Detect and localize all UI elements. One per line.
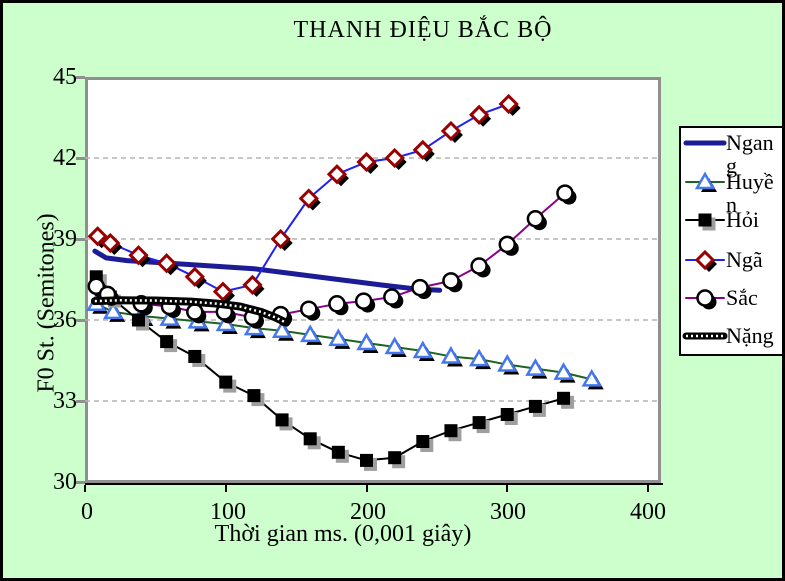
legend-swatch-sac <box>685 289 725 310</box>
legend-label-huyen: Huyề n <box>726 169 774 217</box>
y-axis-title: F0 St. (Semitones) <box>33 213 60 393</box>
legend-item-hoi: Hỏi <box>685 208 759 231</box>
y-tick-label: 42 <box>53 145 77 171</box>
legend: Ngan g Huyề n Hỏi Ngã Sắc Nặng <box>679 126 782 356</box>
series-Ngã <box>87 93 521 304</box>
legend-item-nga: Ngã <box>685 247 763 272</box>
y-tick-label: 45 <box>53 64 77 90</box>
y-tick <box>76 318 85 322</box>
y-tick <box>76 75 85 79</box>
legend-swatch-huyen <box>685 171 725 192</box>
series-Sắc <box>87 184 577 329</box>
x-axis-title: Thời gian ms. (0,001 giây) <box>214 521 472 547</box>
legend-swatch-nga <box>685 249 725 272</box>
x-tick-label: 0 <box>81 499 93 525</box>
x-tick <box>365 485 368 492</box>
legend-item-huyen: Huyề n <box>685 170 774 216</box>
series-Hỏi <box>89 270 575 471</box>
legend-label-nang: Nặng <box>726 323 774 348</box>
legend-swatch-hoi <box>685 213 725 231</box>
legend-label-sac: Sắc <box>726 285 758 310</box>
legend-item-nang: Nặng <box>682 323 774 348</box>
series-Nặng <box>90 296 291 327</box>
legend-label-ngang: Ngan g <box>726 130 774 178</box>
x-axis-line <box>85 483 663 485</box>
x-tick-label: 200 <box>350 499 386 525</box>
y-tick-label: 30 <box>53 469 77 495</box>
y-tick <box>76 156 85 160</box>
x-tick <box>506 485 509 492</box>
y-tick-label: 36 <box>53 307 77 333</box>
x-tick <box>84 485 86 492</box>
x-tick-label: 100 <box>210 499 246 525</box>
chart-title: THANH ĐIỆU BẮC BỘ <box>293 17 553 43</box>
legend-item-ngang: Ngan g <box>683 130 774 178</box>
plot-svg <box>85 93 661 471</box>
plot-area <box>85 77 661 483</box>
x-tick <box>647 485 649 492</box>
y-tick-label: 39 <box>53 226 77 252</box>
x-tick <box>224 485 227 492</box>
legend-swatch-nang <box>682 332 728 340</box>
x-tick-label: 400 <box>630 499 666 525</box>
y-tick <box>76 399 85 403</box>
x-tick-label: 300 <box>490 499 526 525</box>
y-tick-label: 33 <box>53 388 77 414</box>
legend-label-nga: Ngã <box>726 247 763 272</box>
legend-item-sac: Sắc <box>685 285 758 310</box>
y-tick <box>76 237 85 241</box>
y-tick <box>76 480 85 484</box>
series-Ngang <box>92 248 443 293</box>
legend-label-hoi: Hỏi <box>726 207 759 232</box>
legend-swatch-ngang <box>683 140 727 146</box>
